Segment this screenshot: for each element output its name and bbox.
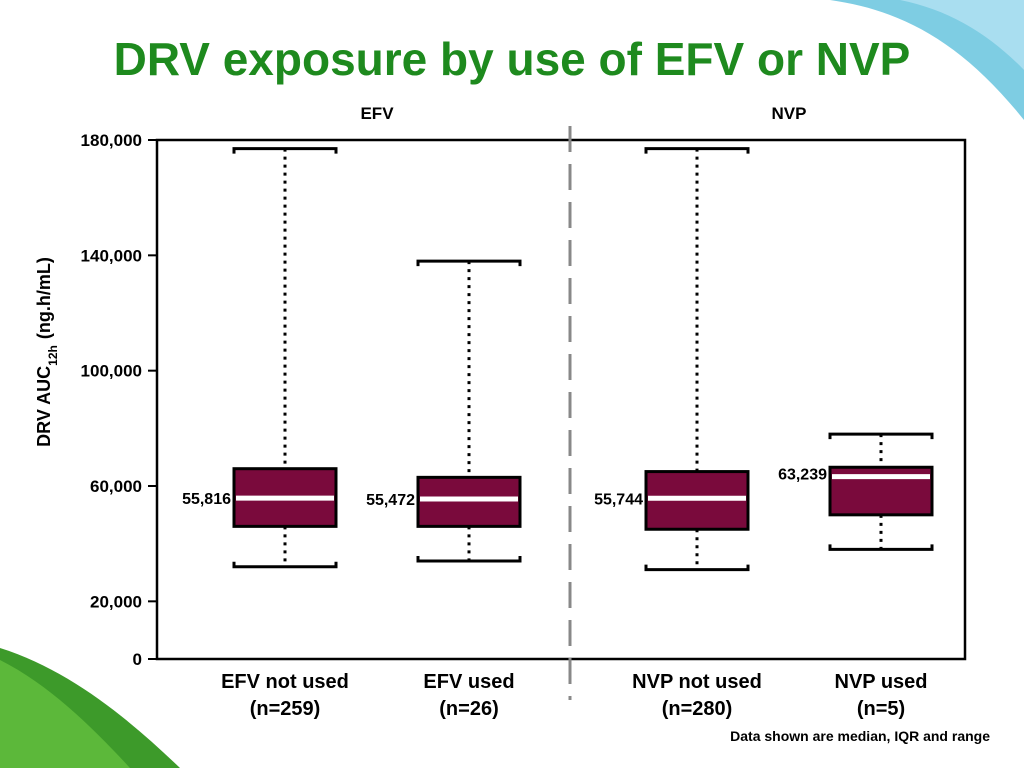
category-sample-size: (n=5) — [857, 698, 905, 720]
min-cap — [828, 544, 934, 551]
median-value-label: 55,744 — [594, 491, 643, 508]
plot-frame — [155, 138, 967, 661]
category-label: NVP used — [835, 671, 928, 693]
green-corner-swoosh-light — [0, 660, 130, 768]
min-cap — [416, 555, 522, 563]
y-axis-label: DRV AUC12h(ng.h/mL) — [34, 257, 60, 447]
median-value-label: 55,816 — [182, 491, 231, 508]
min-cap — [644, 564, 750, 572]
chart-footnote: Data shown are median, IQR and range — [730, 728, 990, 744]
box-plot-item: 63,239 — [778, 432, 934, 551]
max-cap — [644, 147, 750, 154]
category-sample-size: (n=26) — [439, 698, 498, 720]
median-value-label: 63,239 — [778, 466, 827, 483]
box-plot-item: 55,744 — [594, 147, 750, 572]
y-tick-label: 20,000 — [90, 592, 142, 611]
y-tick-label: 100,000 — [81, 362, 142, 381]
group-label: NVP — [772, 104, 807, 123]
category-sample-size: (n=259) — [250, 698, 321, 720]
y-tick-label: 60,000 — [90, 477, 142, 496]
group-label: EFV — [360, 104, 394, 123]
iqr-box — [416, 475, 522, 528]
slide-title: DRV exposure by use of EFV or NVP — [113, 33, 911, 85]
max-cap — [416, 259, 522, 267]
category-label: EFV not used — [221, 671, 349, 693]
median-value-label: 55,472 — [366, 492, 415, 509]
max-cap — [828, 432, 934, 440]
box-plot-item: 55,816 — [182, 147, 338, 569]
box-plot-item: 55,472 — [366, 259, 522, 563]
category-sample-size: (n=280) — [662, 698, 733, 720]
max-cap — [232, 147, 338, 154]
y-tick-label: 180,000 — [81, 131, 142, 150]
y-tick-label: 140,000 — [81, 246, 142, 265]
blue-corner-swoosh-light — [900, 0, 1024, 70]
y-tick-label: 0 — [133, 650, 142, 669]
min-cap — [232, 561, 338, 569]
category-label: EFV used — [423, 671, 514, 693]
category-label: NVP not used — [632, 671, 762, 693]
